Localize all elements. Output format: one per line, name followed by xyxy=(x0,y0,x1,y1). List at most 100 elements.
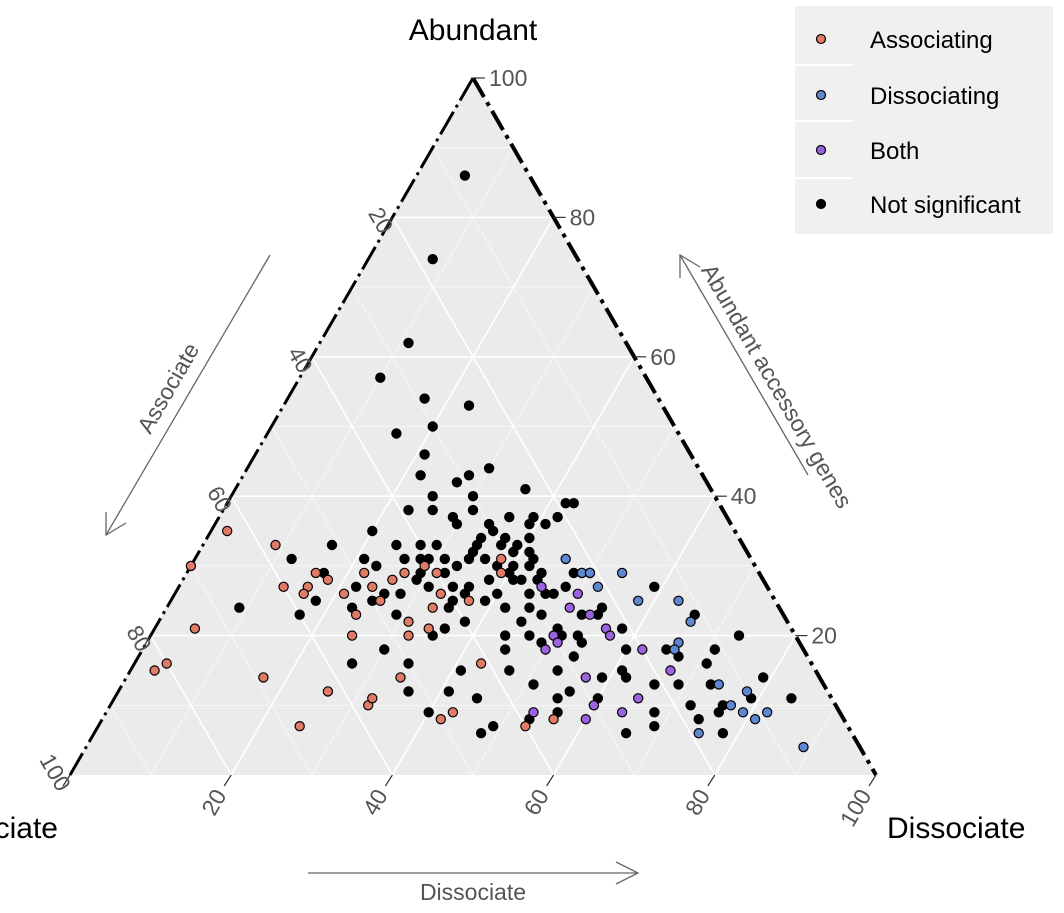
point-not-significant xyxy=(479,553,491,565)
point-not-significant xyxy=(528,553,539,565)
point-not-significant xyxy=(483,463,495,474)
point-not-significant xyxy=(447,595,458,607)
point-not-significant xyxy=(419,393,430,404)
point-associating xyxy=(395,672,406,683)
vertex-label-top: Abundant xyxy=(409,14,538,47)
legend-swatch-both xyxy=(815,144,827,156)
point-both xyxy=(633,693,644,704)
point-not-significant xyxy=(395,588,406,600)
point-associating xyxy=(475,658,487,669)
point-not-significant xyxy=(427,504,438,516)
point-not-significant xyxy=(350,581,362,593)
point-not-significant xyxy=(616,665,628,676)
point-not-significant xyxy=(467,504,479,516)
tick-dissociate xyxy=(223,774,232,787)
tick-label-dissociate: 20 xyxy=(196,785,231,820)
left-axis-arrow-head xyxy=(105,512,127,537)
tick-label-abundant: 20 xyxy=(811,623,837,649)
point-dissociating xyxy=(669,644,680,655)
point-associating xyxy=(338,588,350,600)
tick-associate xyxy=(384,217,393,229)
grid-line-dissociate xyxy=(633,565,756,776)
point-associating xyxy=(403,616,414,627)
point-not-significant xyxy=(649,679,660,690)
grid-line-dissociate xyxy=(472,426,675,776)
left-axis-arrow-line xyxy=(105,254,271,536)
point-not-significant xyxy=(375,372,386,383)
point-not-significant xyxy=(379,644,390,655)
point-not-significant xyxy=(572,630,584,641)
tick-dissociate xyxy=(707,774,716,787)
point-both xyxy=(665,665,676,676)
point-associating xyxy=(221,525,233,537)
point-dissociating xyxy=(693,728,704,739)
point-not-significant xyxy=(439,623,450,634)
data-points xyxy=(149,170,809,753)
tick-associate xyxy=(143,635,152,647)
point-both xyxy=(564,602,575,613)
point-associating xyxy=(258,672,269,683)
point-both xyxy=(616,707,628,718)
point-both xyxy=(572,588,584,600)
tick-dissociate xyxy=(384,774,393,787)
point-not-significant xyxy=(717,728,729,739)
point-not-significant xyxy=(234,602,245,613)
point-not-significant xyxy=(512,539,523,551)
point-both xyxy=(637,644,648,655)
point-not-significant xyxy=(447,581,459,593)
point-both xyxy=(584,609,596,620)
point-not-significant xyxy=(427,421,438,432)
point-associating xyxy=(350,609,362,620)
axis-edges xyxy=(68,76,878,777)
point-both xyxy=(528,707,539,718)
point-not-significant xyxy=(455,665,467,676)
point-not-significant xyxy=(504,665,515,676)
right-axis-title: Abundant accessory genes xyxy=(696,259,857,512)
point-associating xyxy=(322,686,334,697)
tick-label-dissociate: 100 xyxy=(835,785,877,831)
point-associating xyxy=(189,623,201,634)
vertex-label-right: Dissociate xyxy=(887,812,1025,845)
point-not-significant xyxy=(286,553,297,565)
point-not-significant xyxy=(560,581,571,593)
point-not-significant xyxy=(346,658,358,669)
point-not-significant xyxy=(596,672,608,683)
tick-label-abundant: 80 xyxy=(570,204,596,230)
point-associating xyxy=(387,574,398,586)
left-edge xyxy=(68,77,475,776)
point-associating xyxy=(322,574,334,586)
grid-line-associate xyxy=(109,705,151,776)
tick-label-abundant: 100 xyxy=(489,65,527,91)
point-not-significant xyxy=(427,254,438,265)
grid-line-dissociate xyxy=(311,286,595,776)
point-not-significant xyxy=(459,170,471,181)
tick-dissociate xyxy=(546,774,555,787)
point-associating xyxy=(367,693,378,704)
legend-label-dissociating: Dissociating xyxy=(870,83,999,110)
legend-label-not-significant: Not significant xyxy=(870,192,1021,219)
point-not-significant xyxy=(403,504,414,516)
point-not-significant xyxy=(500,644,511,655)
tick-associate xyxy=(223,495,232,508)
point-associating xyxy=(367,581,378,593)
point-not-significant xyxy=(516,574,527,586)
point-not-significant xyxy=(294,609,305,620)
tick-label-dissociate: 40 xyxy=(357,785,392,820)
point-not-significant xyxy=(568,651,580,662)
point-associating xyxy=(346,630,358,641)
point-not-significant xyxy=(443,686,454,697)
point-not-significant xyxy=(528,511,539,523)
point-not-significant xyxy=(391,539,402,551)
point-not-significant xyxy=(524,630,535,641)
point-not-significant xyxy=(536,609,547,620)
tick-associate xyxy=(62,774,71,787)
left-axis-title: Associate xyxy=(132,338,204,437)
point-not-significant xyxy=(564,686,575,697)
point-not-significant xyxy=(786,693,797,704)
point-not-significant xyxy=(463,400,475,411)
point-not-significant xyxy=(649,707,660,718)
point-associating xyxy=(419,560,430,572)
right-axis-arrow-line xyxy=(679,254,809,476)
point-not-significant xyxy=(516,616,527,627)
